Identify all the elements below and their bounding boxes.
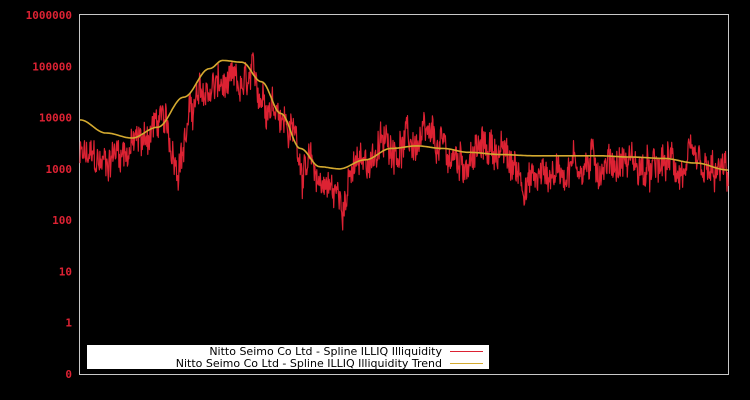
y-tick-label: 1000000: [26, 9, 72, 22]
illiquidity-trend-line: [79, 59, 728, 171]
legend-item-illiquidity: Nitto Seimo Co Ltd - Spline ILLIQ Illiqu…: [209, 344, 483, 358]
legend: Nitto Seimo Co Ltd - Spline ILLIQ Illiqu…: [87, 344, 489, 370]
legend-swatch-red: [450, 350, 483, 352]
y-tick-label: 100000: [32, 60, 72, 73]
y-tick-label: 10: [59, 265, 72, 278]
legend-label: Nitto Seimo Co Ltd - Spline ILLIQ Illiqu…: [175, 356, 442, 370]
legend-item-trend: Nitto Seimo Co Ltd - Spline ILLIQ Illiqu…: [175, 356, 483, 370]
y-tick-label: 1000: [46, 163, 73, 176]
y-tick-label: 0: [65, 368, 72, 381]
y-tick-label: 100: [52, 214, 72, 227]
y-tick-label: 10000: [39, 112, 72, 125]
legend-label: Nitto Seimo Co Ltd - Spline ILLIQ Illiqu…: [209, 344, 442, 358]
plot-area-frame: [79, 14, 729, 375]
illiquidity-series-line: [79, 52, 729, 231]
legend-swatch-gold: [450, 362, 483, 364]
y-tick-label: 1: [65, 317, 72, 330]
